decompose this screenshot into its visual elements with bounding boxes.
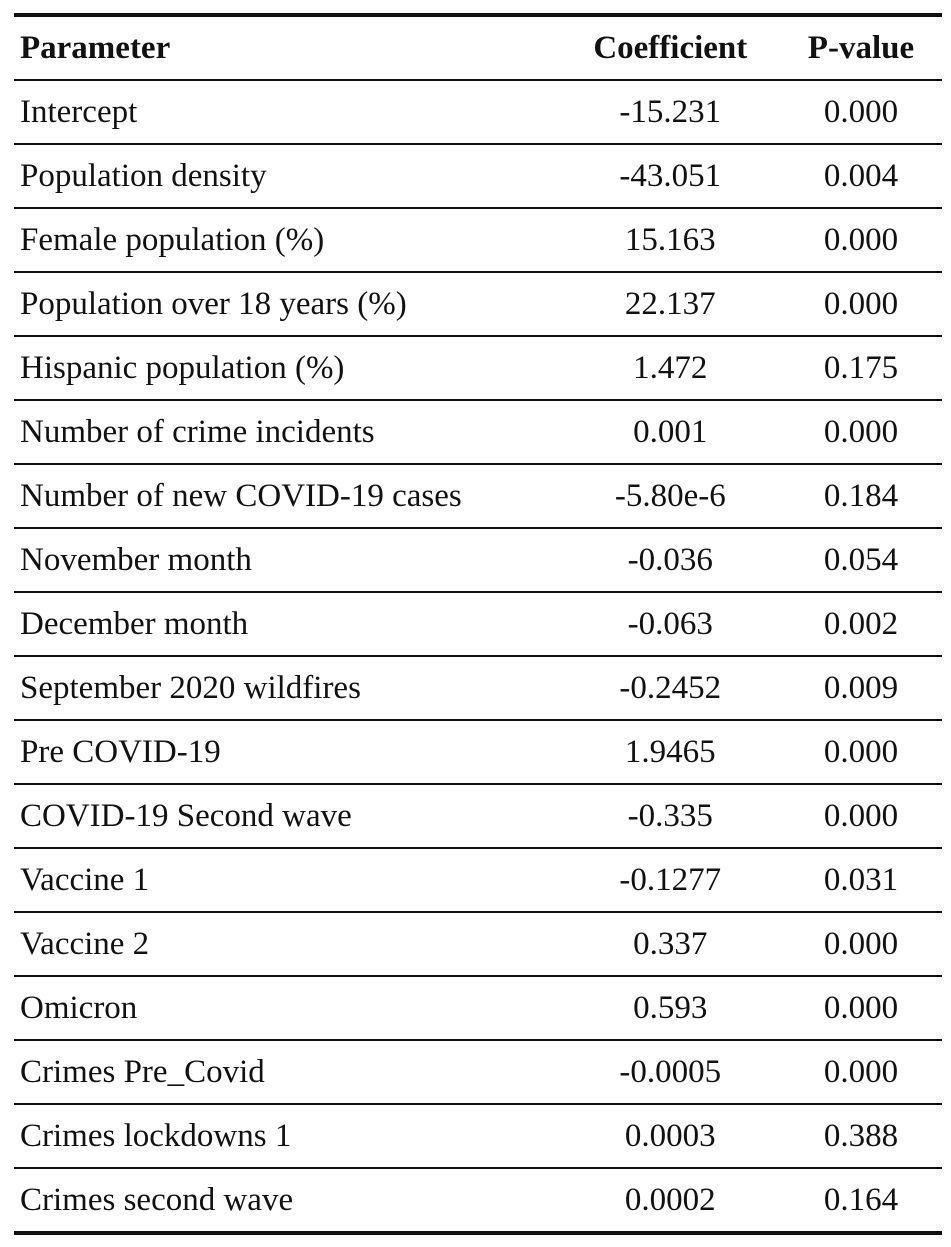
coefficient-cell: 0.593 [633, 989, 708, 1026]
pvalue-cell: 0.000 [823, 413, 899, 450]
pvalue-cell: 0.000 [823, 1053, 899, 1090]
parameter-cell: November month [20, 541, 252, 578]
table-row: Crimes lockdowns 1 0.0003 0.388 [14, 1104, 942, 1168]
pvalue-cell: 0.000 [823, 93, 899, 130]
parameter-cell: Population over 18 years (%) [20, 285, 407, 322]
parameter-cell: Omicron [20, 989, 138, 1026]
coefficient-cell: 0.337 [633, 925, 708, 962]
table-row: Female population (%) 15.163 0.000 [14, 208, 942, 272]
pvalue-cell: 0.000 [823, 733, 899, 770]
coefficient-cell: 1.472 [633, 349, 708, 386]
pvalue-cell: 0.184 [823, 477, 899, 514]
table-row: September 2020 wildfires -0.2452 0.009 [14, 656, 942, 720]
pvalue-cell: 0.000 [823, 285, 899, 322]
parameter-cell: Population density [20, 157, 267, 194]
coefficient-cell: -15.231 [619, 93, 722, 130]
table-row: Population density -43.051 0.004 [14, 144, 942, 208]
table-row: Intercept -15.231 0.000 [14, 80, 942, 144]
table-row: November month -0.036 0.054 [14, 528, 942, 592]
pvalue-cell: 0.031 [823, 861, 899, 898]
header-row: Parameter Coefficient P-value [14, 15, 942, 80]
coefficient-cell: -0.2452 [619, 669, 722, 706]
parameter-cell: Crimes second wave [20, 1181, 294, 1218]
coefficient-cell: 0.0002 [624, 1181, 716, 1218]
parameter-cell: Crimes lockdowns 1 [20, 1117, 292, 1154]
table-row: Number of crime incidents 0.001 0.000 [14, 400, 942, 464]
coefficient-cell: 0.001 [633, 413, 708, 450]
table-row: Hispanic population (%) 1.472 0.175 [14, 336, 942, 400]
parameter-cell: Number of crime incidents [20, 413, 375, 450]
coefficient-cell: -0.1277 [619, 861, 722, 898]
parameter-cell: Intercept [20, 93, 138, 130]
pvalue-cell: 0.009 [823, 669, 899, 706]
table-row: Population over 18 years (%) 22.137 0.000 [14, 272, 942, 336]
parameter-cell: Hispanic population (%) [20, 349, 345, 386]
parameter-cell: Female population (%) [20, 221, 325, 258]
coefficient-cell: 15.163 [624, 221, 716, 258]
parameter-cell: COVID-19 Second wave [20, 797, 352, 834]
parameter-cell: December month [20, 605, 249, 642]
table-row: December month -0.063 0.002 [14, 592, 942, 656]
parameter-cell: Number of new COVID-19 cases [20, 477, 462, 514]
coefficient-cell: -43.051 [619, 157, 722, 194]
coefficient-cell: 1.9465 [624, 733, 716, 770]
pvalue-cell: 0.000 [823, 989, 899, 1026]
header-parameter: Parameter [20, 29, 171, 66]
table-row: Omicron 0.593 0.000 [14, 976, 942, 1040]
coefficient-cell: -0.335 [627, 797, 713, 834]
parameter-cell: Pre COVID-19 [20, 733, 221, 770]
table-row: Pre COVID-19 1.9465 0.000 [14, 720, 942, 784]
table-header: Parameter Coefficient P-value [14, 15, 942, 80]
table-row: Crimes second wave 0.0002 0.164 [14, 1168, 942, 1233]
pvalue-cell: 0.175 [823, 349, 899, 386]
table-row: Number of new COVID-19 cases -5.80e-6 0.18… [14, 464, 942, 528]
coefficient-cell: 22.137 [624, 285, 716, 322]
table-row: Vaccine 1 -0.1277 0.031 [14, 848, 942, 912]
table-body: Intercept -15.231 0.000 Population density -… [14, 80, 942, 1233]
pvalue-cell: 0.000 [823, 797, 899, 834]
coefficient-cell: -0.0005 [619, 1053, 722, 1090]
header-pvalue: P-value [807, 29, 915, 66]
coefficient-cell: 0.0003 [624, 1117, 716, 1154]
pvalue-cell: 0.004 [823, 157, 899, 194]
parameter-cell: Vaccine 1 [20, 861, 150, 898]
pvalue-cell: 0.000 [823, 221, 899, 258]
header-coefficient: Coefficient [593, 29, 748, 66]
coefficient-cell: -5.80e-6 [614, 477, 726, 514]
parameter-cell: Crimes Pre_Covid [20, 1053, 265, 1090]
parameter-cell: September 2020 wildfires [20, 669, 361, 706]
parameter-cell: Vaccine 2 [20, 925, 150, 962]
table-row: Vaccine 2 0.337 0.000 [14, 912, 942, 976]
pvalue-cell: 0.002 [823, 605, 899, 642]
table-row: Crimes Pre_Covid -0.0005 0.000 [14, 1040, 942, 1104]
pvalue-cell: 0.388 [823, 1117, 899, 1154]
regression-results-table: Parameter Coefficient P-value Intercept -… [14, 13, 942, 1235]
pvalue-cell: 0.054 [823, 541, 899, 578]
pvalue-cell: 0.000 [823, 925, 899, 962]
pvalue-cell: 0.164 [823, 1181, 899, 1218]
coefficient-cell: -0.063 [627, 605, 713, 642]
table-row: COVID-19 Second wave -0.335 0.000 [14, 784, 942, 848]
coefficient-cell: -0.036 [627, 541, 713, 578]
